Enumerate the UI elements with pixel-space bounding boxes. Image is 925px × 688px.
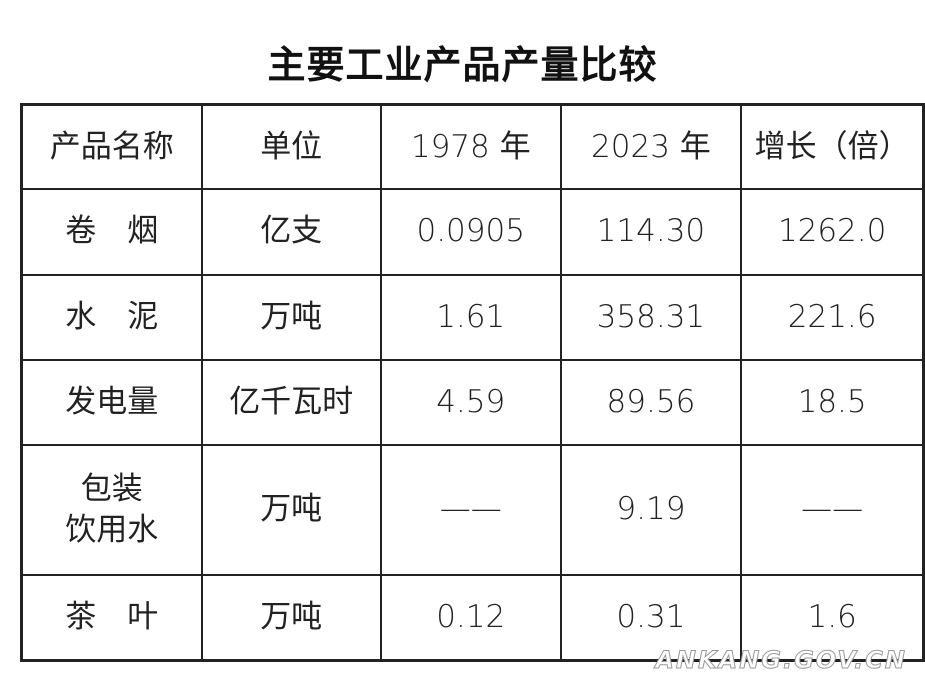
table-cell: 1978 年 xyxy=(379,103,562,190)
cell-line: 饮用水 xyxy=(65,511,159,548)
title: 主要工业产品产量比较 xyxy=(267,42,658,87)
table-cell: 0.31 xyxy=(559,573,743,662)
table-cell: 万吨 xyxy=(200,273,382,361)
table-cell: 89.56 xyxy=(559,358,743,446)
table-cell: 产品名称 xyxy=(20,103,203,190)
table-cell: 发电量 xyxy=(20,358,203,446)
table-cell: 1.6 xyxy=(740,573,925,662)
cell-line: 包装 xyxy=(80,471,143,508)
table-cell: 1262.0 xyxy=(740,187,925,276)
data-row: 卷 烟亿支 0.0905 114.30 1262.0 xyxy=(20,187,925,276)
header-row: 产品名称 单位 1978 年 2023 年增长（倍） xyxy=(20,103,925,190)
table-cell: 包装 饮用水 xyxy=(20,443,203,576)
product-table: 产品名称 单位 1978 年 2023 年增长（倍）卷 烟亿支 0.0905 114.30… xyxy=(20,103,925,662)
table-cell: 单位 xyxy=(200,103,382,190)
table-cell: 358.31 xyxy=(559,273,743,361)
table-cell: 万吨 xyxy=(200,443,382,576)
table-cell: 4.59 xyxy=(379,358,562,446)
table-cell: 18.5 xyxy=(740,358,925,446)
table-cell: 1.61 xyxy=(379,273,562,361)
table-cell: 0.0905 xyxy=(379,187,562,276)
table-cell: —— xyxy=(740,443,925,576)
table-cell: 0.12 xyxy=(379,573,562,662)
watermark: ANKANG.GOV.CN xyxy=(655,646,907,675)
data-row: 包装 饮用水 万吨 —— 9.19 —— xyxy=(20,443,925,576)
table-cell: 9.19 xyxy=(559,443,743,576)
data-row: 发电量 亿千瓦时 4.59 89.56 18.5 xyxy=(20,358,925,446)
table-cell: 茶 叶 xyxy=(20,573,203,662)
data-row: 水 泥万吨 1.61 358.31 221.6 xyxy=(20,273,925,361)
table-cell: 水 泥 xyxy=(20,273,203,361)
table-cell: 2023 年 xyxy=(559,103,743,190)
table-cell: 亿支 xyxy=(200,187,382,276)
data-row: 茶 叶万吨 0.12 0.31 1.6 xyxy=(20,573,925,662)
table-cell: 卷 烟 xyxy=(20,187,203,276)
table-cell: 114.30 xyxy=(559,187,743,276)
table-cell: 增长（倍） xyxy=(740,103,925,190)
table-cell: —— xyxy=(379,443,562,576)
table-cell: 亿千瓦时 xyxy=(200,358,382,446)
table-cell: 万吨 xyxy=(200,573,382,662)
table-cell: 221.6 xyxy=(740,273,925,361)
